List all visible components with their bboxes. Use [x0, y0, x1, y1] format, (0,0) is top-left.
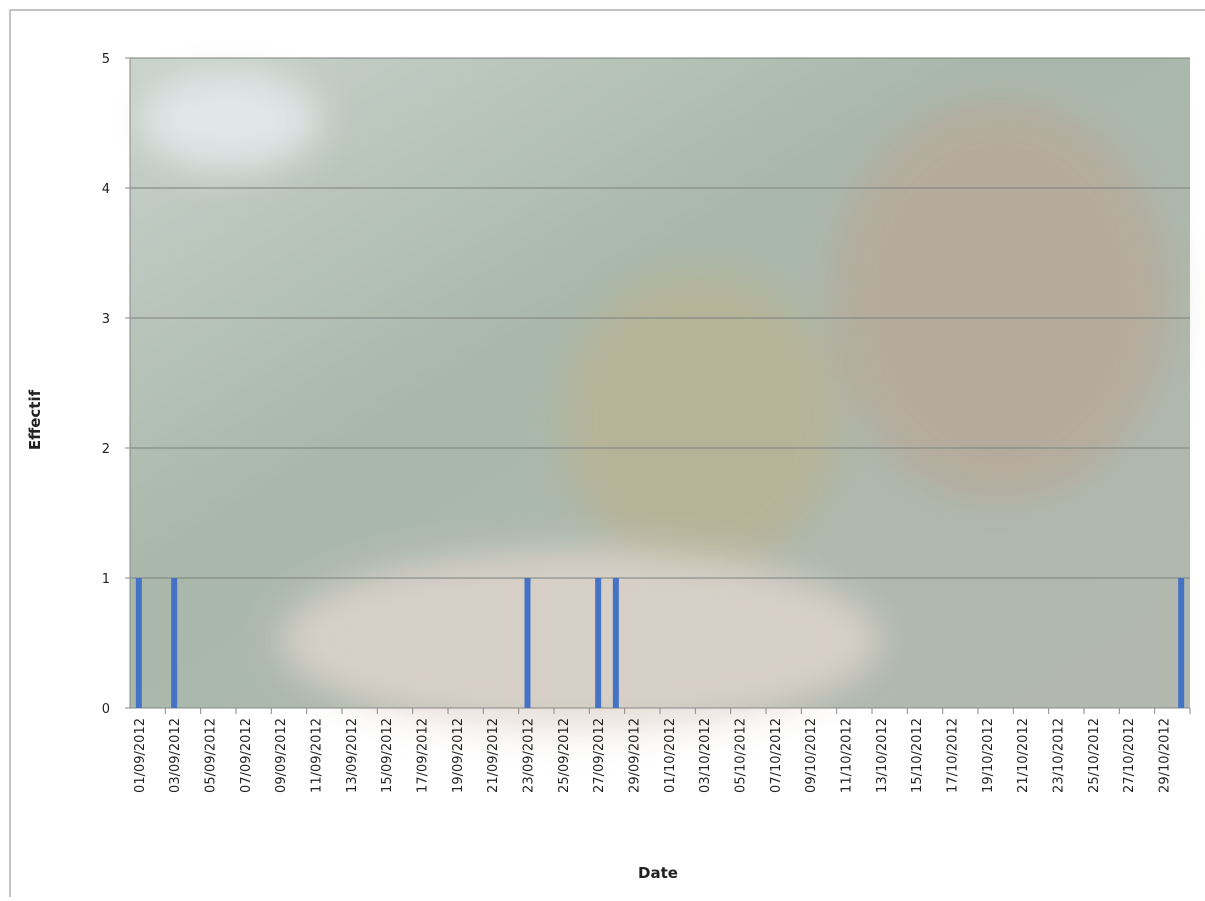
bar [612, 578, 619, 708]
x-axis-title: Date [638, 864, 678, 882]
y-tick-label: 5 [102, 52, 110, 67]
x-tick-label: 03/09/2012 [168, 718, 183, 793]
y-tick-label: 3 [102, 312, 110, 327]
x-tick-label: 21/10/2012 [1016, 718, 1031, 793]
x-tick-label: 29/10/2012 [1158, 718, 1173, 793]
bar [135, 578, 142, 708]
x-tick-label: 23/09/2012 [522, 718, 537, 793]
x-tick-label: 01/10/2012 [663, 718, 678, 793]
x-tick-label: 19/09/2012 [451, 718, 466, 793]
x-tick-label: 19/10/2012 [981, 718, 996, 793]
x-tick-label: 21/09/2012 [486, 718, 501, 793]
x-tick-label: 27/09/2012 [592, 718, 607, 793]
background-photo [130, 58, 1190, 730]
bar [1178, 578, 1185, 708]
y-tick-label: 0 [102, 702, 110, 717]
x-tick-label: 23/10/2012 [1052, 718, 1067, 793]
x-tick-label: 01/09/2012 [133, 718, 148, 793]
y-tick-label: 2 [102, 442, 110, 457]
bar [171, 578, 178, 708]
x-tick-label: 25/09/2012 [557, 718, 572, 793]
y-tick-label: 4 [102, 182, 110, 197]
x-tick-label: 11/09/2012 [310, 718, 325, 793]
x-tick-label: 09/09/2012 [274, 718, 289, 793]
x-tick-label: 15/10/2012 [910, 718, 925, 793]
x-tick-label: 05/09/2012 [204, 718, 219, 793]
x-tick-label: 13/10/2012 [875, 718, 890, 793]
x-tick-label: 27/10/2012 [1122, 718, 1137, 793]
x-tick-label: 09/10/2012 [804, 718, 819, 793]
x-tick-label: 05/10/2012 [734, 718, 749, 793]
bar [524, 578, 531, 708]
x-tick-label: 29/09/2012 [628, 718, 643, 793]
x-tick-label: 11/10/2012 [840, 718, 855, 793]
x-tick-label: 03/10/2012 [698, 718, 713, 793]
x-tick-label: 25/10/2012 [1087, 718, 1102, 793]
bar [595, 578, 602, 708]
x-tick-label: 17/10/2012 [946, 718, 961, 793]
y-tick-label: 1 [102, 572, 110, 587]
x-tick-label: 13/09/2012 [345, 718, 360, 793]
x-tick-label: 15/09/2012 [380, 718, 395, 793]
x-tick-label: 07/10/2012 [769, 718, 784, 793]
x-tick-label: 07/09/2012 [239, 718, 254, 793]
x-tick-label: 17/09/2012 [416, 718, 431, 793]
y-axis-title: Effectif [26, 389, 44, 450]
